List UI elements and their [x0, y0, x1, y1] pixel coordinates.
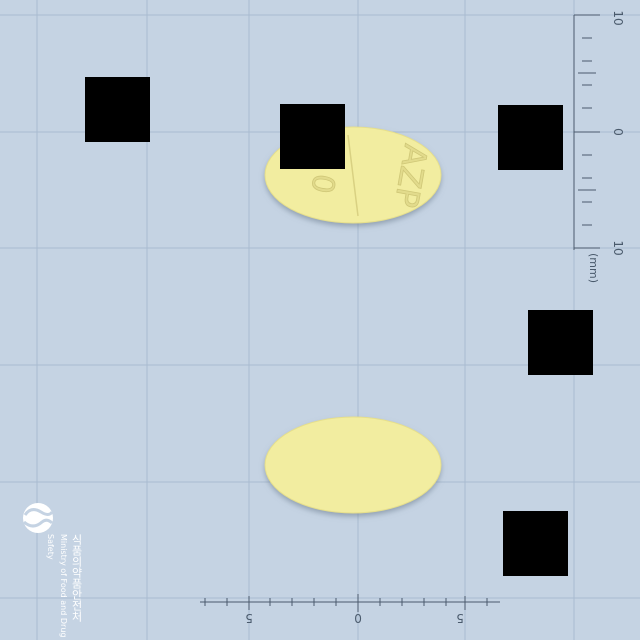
redaction-box [498, 105, 563, 170]
redactions [85, 77, 593, 576]
pill-back [264, 416, 442, 514]
horizontal-tick-label-mid: 0 [354, 611, 362, 625]
redaction-box [280, 104, 345, 169]
unit-label: (mm) [587, 253, 600, 283]
vertical-tick-label-top: 10 [611, 10, 625, 25]
horizontal-tick-label-left: 5 [245, 611, 253, 625]
vertical-tick-label-bottom: 10 [611, 240, 625, 255]
pill-imprint-text: AZP [387, 142, 435, 211]
horizontal-tick-label-right: 5 [456, 611, 464, 625]
horizontal-ruler [200, 594, 500, 612]
pill-score-line [347, 134, 359, 217]
vertical-tick-label-mid: 0 [611, 128, 625, 136]
redaction-box [528, 310, 593, 375]
redaction-box [503, 511, 568, 576]
pill-front: AZP 0 [264, 126, 442, 224]
redaction-box [85, 77, 150, 142]
vertical-ruler [573, 14, 600, 250]
ministry-logo-icon [23, 503, 54, 533]
ministry-name-korean: 식품의약품안전처 [70, 534, 83, 622]
ministry-logo-text: 식품의약품안전처 Ministry of Food and Drug Safet… [44, 534, 83, 640]
ministry-name-english: Ministry of Food and Drug Safety [46, 534, 68, 638]
